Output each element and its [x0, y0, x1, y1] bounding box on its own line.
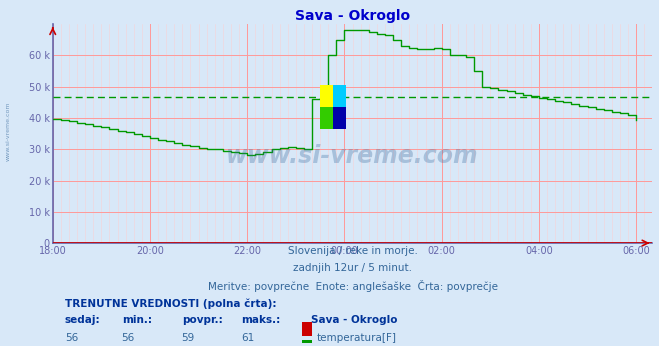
Text: Slovenija / reke in morje.: Slovenija / reke in morje.: [287, 246, 418, 256]
Text: povpr.:: povpr.:: [182, 315, 222, 325]
Text: 56: 56: [65, 333, 78, 343]
FancyBboxPatch shape: [320, 107, 333, 129]
FancyBboxPatch shape: [320, 85, 333, 107]
Text: zadnjih 12ur / 5 minut.: zadnjih 12ur / 5 minut.: [293, 263, 412, 273]
FancyBboxPatch shape: [333, 85, 346, 107]
Text: min.:: min.:: [122, 315, 152, 325]
Text: sedaj:: sedaj:: [65, 315, 100, 325]
Bar: [302, 322, 312, 336]
Text: maks.:: maks.:: [242, 315, 281, 325]
Text: www.si-vreme.com: www.si-vreme.com: [226, 144, 479, 167]
Bar: [302, 339, 312, 346]
Text: TRENUTNE VREDNOSTI (polna črta):: TRENUTNE VREDNOSTI (polna črta):: [65, 299, 276, 309]
Text: 61: 61: [242, 333, 255, 343]
FancyBboxPatch shape: [333, 107, 346, 129]
Text: www.si-vreme.com: www.si-vreme.com: [5, 102, 11, 161]
Text: 56: 56: [122, 333, 135, 343]
Text: 59: 59: [182, 333, 195, 343]
Text: Meritve: povprečne  Enote: anglešaške  Črta: povprečje: Meritve: povprečne Enote: anglešaške Črt…: [208, 280, 498, 292]
Text: temperatura[F]: temperatura[F]: [316, 333, 397, 343]
Text: Sava - Okroglo: Sava - Okroglo: [310, 315, 397, 325]
Title: Sava - Okroglo: Sava - Okroglo: [295, 9, 410, 23]
